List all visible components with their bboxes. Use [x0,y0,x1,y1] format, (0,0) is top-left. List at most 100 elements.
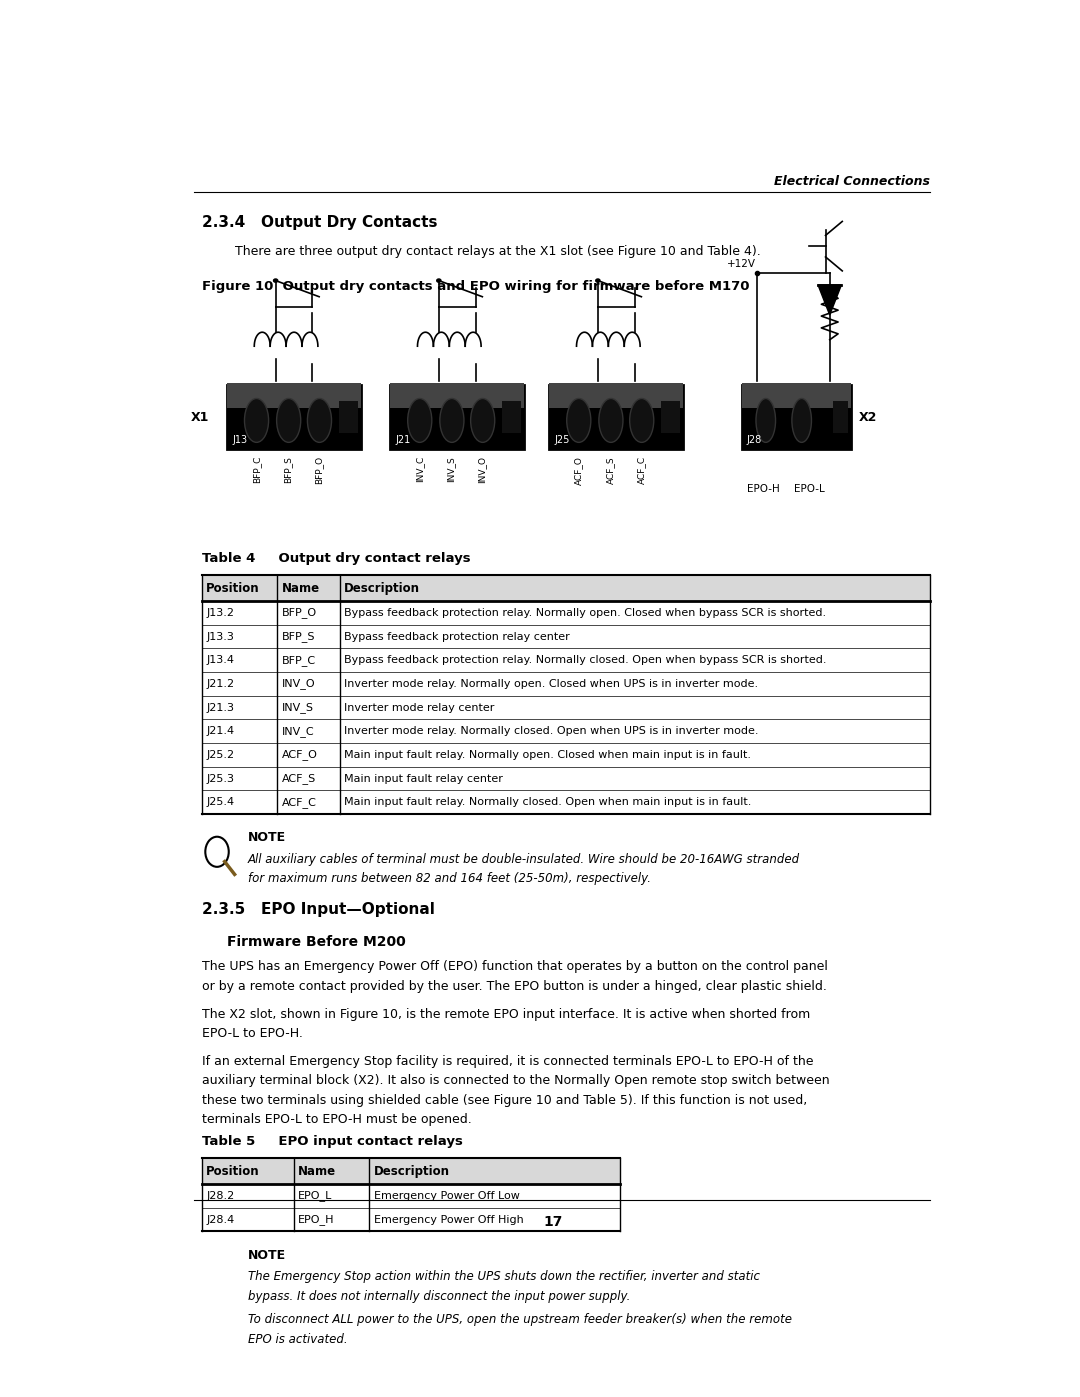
Text: J25.2: J25.2 [206,750,234,760]
Text: J21.2: J21.2 [206,679,234,689]
Text: BFP_O: BFP_O [314,455,323,483]
Text: The X2 slot, shown in Figure 10, is the remote EPO input interface. It is active: The X2 slot, shown in Figure 10, is the … [202,1007,810,1021]
Text: NOTE: NOTE [248,1249,286,1261]
Text: J13.4: J13.4 [206,655,234,665]
Text: Main input fault relay. Normally closed. Open when main input is in fault.: Main input fault relay. Normally closed.… [345,798,752,807]
Text: +12V: +12V [727,258,756,268]
Text: Bypass feedback protection relay. Normally open. Closed when bypass SCR is short: Bypass feedback protection relay. Normal… [345,608,826,617]
Text: NOTE: NOTE [248,831,286,844]
Bar [227,383,361,408]
Text: Description: Description [345,581,420,595]
Text: J28.4: J28.4 [206,1214,234,1225]
Text: Electrical Connections: Electrical Connections [774,175,930,189]
Text: these two terminals using shielded cable (see Figure 10 and Table 5). If this fu: these two terminals using shielded cable… [202,1094,807,1106]
Text: EPO is activated.: EPO is activated. [248,1333,348,1345]
Text: 2.3.4   Output Dry Contacts: 2.3.4 Output Dry Contacts [202,215,437,231]
Text: Figure 10  Output dry contacts and EPO wiring for firmware before M170: Figure 10 Output dry contacts and EPO wi… [202,279,750,292]
Ellipse shape [436,279,441,282]
Text: INV_O: INV_O [282,679,315,690]
Text: EPO_L: EPO_L [298,1190,333,1201]
Ellipse shape [599,398,623,443]
Text: Description: Description [374,1165,449,1178]
Text: Inverter mode relay. Normally open. Closed when UPS is in inverter mode.: Inverter mode relay. Normally open. Clos… [345,679,758,689]
Text: 2.3.5   EPO Input—Optional: 2.3.5 EPO Input—Optional [202,902,435,918]
Text: bypass. It does not internally disconnect the input power supply.: bypass. It does not internally disconnec… [248,1289,631,1302]
Text: Main input fault relay. Normally open. Closed when main input is in fault.: Main input fault relay. Normally open. C… [345,750,752,760]
Text: X1: X1 [190,411,208,423]
Ellipse shape [596,279,600,282]
Text: J13.3: J13.3 [206,631,234,641]
Text: or by a remote contact provided by the user. The EPO button is under a hinged, c: or by a remote contact provided by the u… [202,979,827,993]
Text: J28.2: J28.2 [206,1192,234,1201]
Bar [390,386,524,450]
Text: EPO_H: EPO_H [298,1214,335,1225]
Text: for maximum runs between 82 and 164 feet (25-50m), respectively.: for maximum runs between 82 and 164 feet… [248,872,651,886]
Bar [390,383,524,408]
Text: INV_C: INV_C [415,455,424,482]
Text: All auxiliary cables of terminal must be double-insulated. Wire should be 20-16A: All auxiliary cables of terminal must be… [248,852,800,866]
Text: BFP_C: BFP_C [282,655,315,666]
Text: 17: 17 [544,1215,563,1229]
Bar [833,401,848,433]
Bar [742,386,851,450]
Bar [339,401,357,433]
Text: ACF_S: ACF_S [282,773,315,784]
Text: EPO-H: EPO-H [747,483,780,495]
Text: EPO-L: EPO-L [794,483,825,495]
Bar [661,401,680,433]
Text: X2: X2 [859,411,877,423]
Bar [550,386,684,450]
Ellipse shape [471,398,495,443]
Text: Emergency Power Off High: Emergency Power Off High [374,1214,524,1225]
Text: BFP_S: BFP_S [284,455,293,483]
Text: If an external Emergency Stop facility is required, it is connected terminals EP: If an external Emergency Stop facility i… [202,1055,813,1069]
Text: J21: J21 [395,436,410,446]
Text: Name: Name [298,1165,336,1178]
Text: Position: Position [206,581,260,595]
Text: Inverter mode relay center: Inverter mode relay center [345,703,495,712]
Text: Bypass feedback protection relay center: Bypass feedback protection relay center [345,631,570,641]
Ellipse shape [244,398,269,443]
Text: INV_C: INV_C [282,726,314,736]
Text: Table 4     Output dry contact relays: Table 4 Output dry contact relays [202,552,471,564]
Text: J21.4: J21.4 [206,726,234,736]
Text: The UPS has an Emergency Power Off (EPO) function that operates by a button on t: The UPS has an Emergency Power Off (EPO)… [202,960,828,974]
Ellipse shape [630,398,653,443]
Text: Bypass feedback protection relay. Normally closed. Open when bypass SCR is short: Bypass feedback protection relay. Normal… [345,655,827,665]
Text: Main input fault relay center: Main input fault relay center [345,774,503,784]
Polygon shape [818,285,841,314]
Ellipse shape [407,398,432,443]
Text: J25.3: J25.3 [206,774,234,784]
Ellipse shape [792,398,811,443]
Bar [742,383,851,408]
Text: ACF_C: ACF_C [282,796,316,807]
Ellipse shape [756,398,775,443]
Ellipse shape [440,398,464,443]
Text: INV_O: INV_O [477,455,486,483]
Text: ACF_C: ACF_C [636,455,646,483]
Text: J28: J28 [747,436,762,446]
Text: ACF_S: ACF_S [606,455,615,483]
Text: BFP_O: BFP_O [282,608,316,619]
Text: Inverter mode relay. Normally closed. Open when UPS is in inverter mode.: Inverter mode relay. Normally closed. Op… [345,726,759,736]
Text: ACF_O: ACF_O [282,750,318,760]
Text: auxiliary terminal block (X2). It also is connected to the Normally Open remote : auxiliary terminal block (X2). It also i… [202,1074,829,1087]
Ellipse shape [276,398,300,443]
Text: BFP_C: BFP_C [252,455,261,483]
Ellipse shape [308,398,332,443]
Text: The Emergency Stop action within the UPS shuts down the rectifier, inverter and : The Emergency Stop action within the UPS… [248,1270,760,1284]
Text: J25.4: J25.4 [206,798,234,807]
Bar [202,576,930,601]
Text: BFP_S: BFP_S [282,631,315,643]
Text: ACF_O: ACF_O [575,455,583,485]
Ellipse shape [273,279,278,282]
Text: There are three output dry contact relays at the X1 slot (see Figure 10 and Tabl: There are three output dry contact relay… [235,244,761,258]
Ellipse shape [567,398,591,443]
Text: Position: Position [206,1165,260,1178]
Text: INV_S: INV_S [447,455,456,482]
Bar [502,401,521,433]
Text: J21.3: J21.3 [206,703,234,712]
Text: To disconnect ALL power to the UPS, open the upstream feeder breaker(s) when the: To disconnect ALL power to the UPS, open… [248,1313,792,1326]
Text: INV_S: INV_S [282,703,313,712]
Text: EPO-L to EPO-H.: EPO-L to EPO-H. [202,1027,302,1041]
